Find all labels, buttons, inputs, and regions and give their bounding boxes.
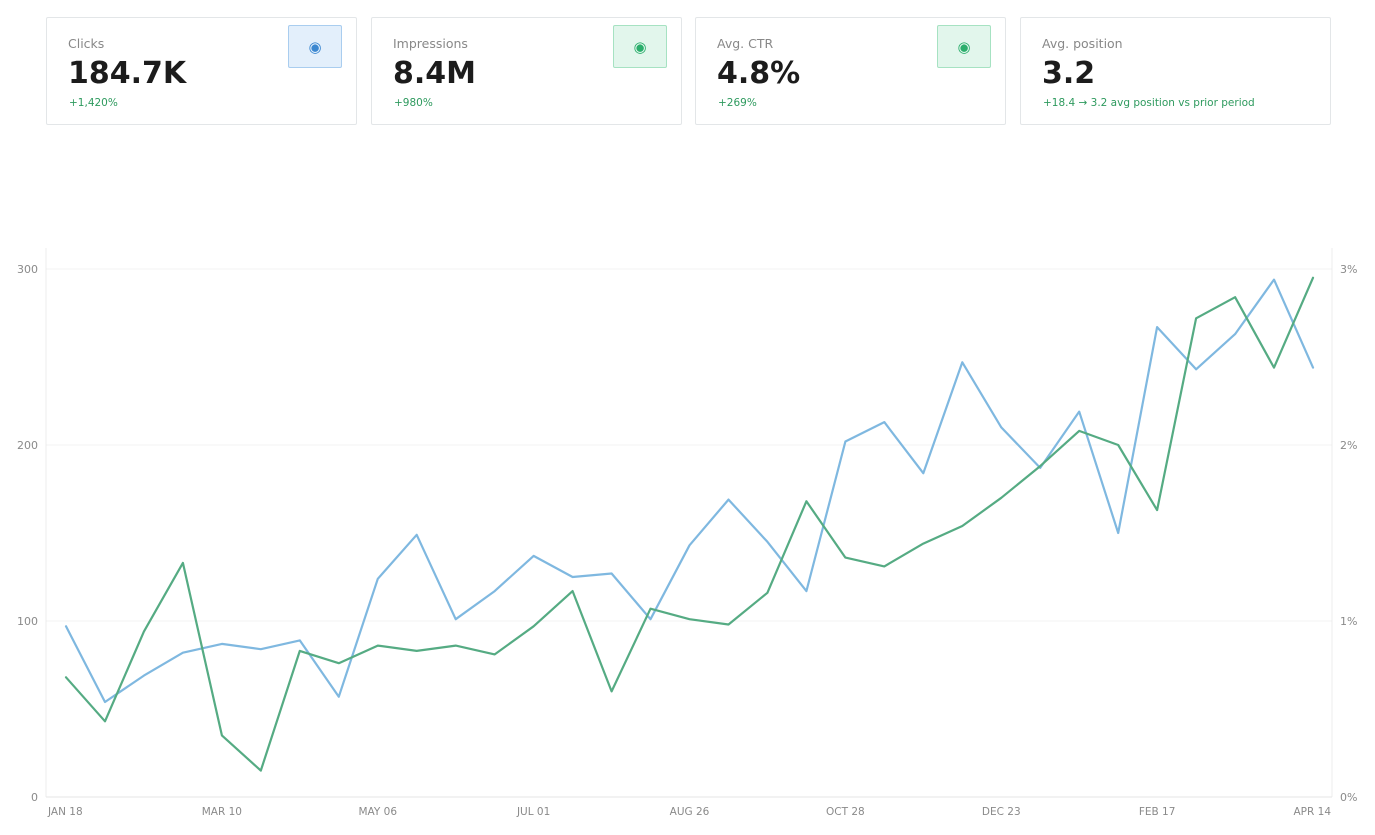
x-tick-label: MAR 10 [202, 806, 242, 818]
metric-delta: +269% [718, 97, 757, 109]
y-left-tick-label: 200 [17, 439, 38, 452]
metric-label: Clicks [68, 36, 105, 51]
grid-layer [46, 268, 1332, 622]
x-tick-label: APR 14 [1293, 806, 1331, 818]
y-right-tick-label: 1% [1340, 615, 1357, 628]
metric-value: 3.2 [1042, 56, 1096, 91]
metric-label: Impressions [393, 36, 468, 51]
y-left-tick-label: 0 [31, 791, 38, 804]
metric-cards: Clicks 184.7K +1,420% ◉ Impressions 8.4M… [46, 17, 1333, 127]
x-tick-label: OCT 28 [826, 806, 865, 818]
metric-delta: +1,420% [69, 97, 118, 109]
metric-card-avg-ctr[interactable]: Avg. CTR 4.8% +269% ◉ [695, 17, 1006, 125]
metric-card-impressions[interactable]: Impressions 8.4M +980% ◉ [371, 17, 682, 125]
metric-delta: +980% [394, 97, 433, 109]
series-line-right [64, 276, 1315, 772]
metric-label: Avg. position [1042, 36, 1123, 51]
metric-delta: +18.4 → 3.2 avg position vs prior period [1043, 97, 1255, 109]
y-left-tick-label: 100 [17, 615, 38, 628]
x-axis: JAN 18 MAR 10 MAY 06 JUL 01 AUG 26 OCT 28 DEC … [47, 806, 1331, 818]
y-right-tick-label: 3% [1340, 263, 1357, 276]
x-tick-label: DEC 23 [982, 806, 1021, 818]
metric-value: 8.4M [393, 56, 476, 91]
series-line-left [64, 278, 1315, 704]
x-tick-label: AUG 26 [670, 806, 710, 818]
y-right-tick-label: 0% [1340, 791, 1357, 804]
x-tick-label: JUL 01 [516, 806, 550, 818]
series-toggle-button[interactable]: ◉ [937, 25, 991, 68]
radio-selected-icon: ◉ [633, 37, 647, 56]
metric-card-clicks[interactable]: Clicks 184.7K +1,420% ◉ [46, 17, 357, 125]
series-layer [64, 276, 1315, 772]
series-toggle-button[interactable]: ◉ [288, 25, 342, 68]
x-tick-label: MAY 06 [358, 806, 397, 818]
y-left-tick-label: 300 [17, 263, 38, 276]
radio-selected-icon: ◉ [308, 37, 322, 56]
y-axis-left: 0 100 200 300 [17, 263, 38, 804]
radio-selected-icon: ◉ [957, 37, 971, 56]
y-axis-right: 0% 1% 2% 3% [1340, 263, 1357, 804]
metric-label: Avg. CTR [717, 36, 774, 51]
x-tick-label: JAN 18 [47, 806, 83, 818]
metric-card-avg-position[interactable]: Avg. position 3.2 +18.4 → 3.2 avg positi… [1020, 17, 1331, 125]
x-tick-label: FEB 17 [1139, 806, 1176, 818]
metric-value: 184.7K [68, 56, 187, 91]
metric-value: 4.8% [717, 56, 801, 91]
series-toggle-button[interactable]: ◉ [613, 25, 667, 68]
y-right-tick-label: 2% [1340, 439, 1357, 452]
